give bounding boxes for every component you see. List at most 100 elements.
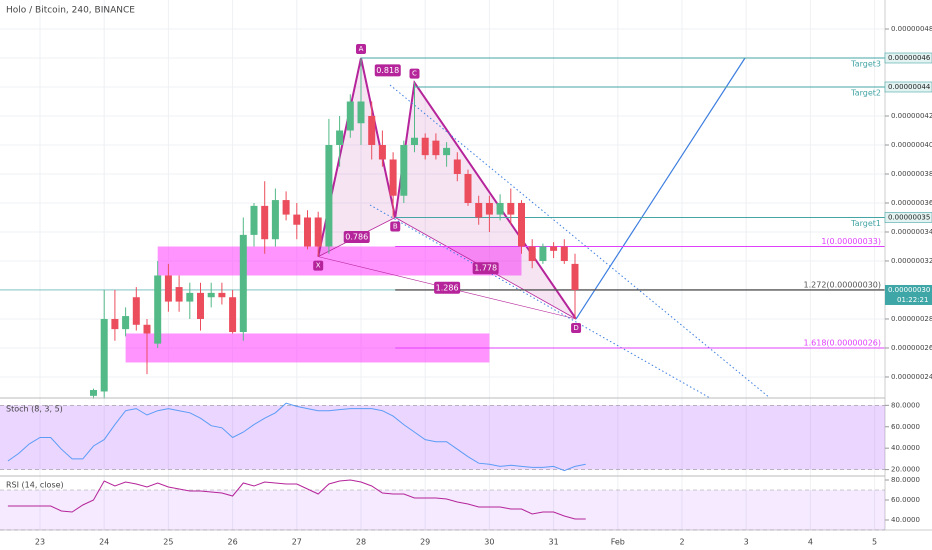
candle-body <box>346 101 354 131</box>
price-tag <box>885 284 932 295</box>
fib-label: 1.272(0.00000030) <box>804 280 882 289</box>
trend-line <box>369 204 711 399</box>
projection-line <box>575 57 746 320</box>
candle-body <box>507 202 515 215</box>
price-tag <box>884 212 932 223</box>
point-label: B <box>393 222 398 230</box>
zone <box>157 246 522 276</box>
candle-body <box>411 137 418 145</box>
target-label: Target3 <box>850 59 881 68</box>
ratio-label: 0.786 <box>345 233 368 242</box>
candle-body <box>389 159 397 196</box>
candle-body <box>293 214 301 225</box>
candle-body <box>464 173 472 203</box>
y-tick-label: 0.00000042 <box>891 112 932 120</box>
x-tick-label: 25 <box>163 538 173 547</box>
candle-body <box>164 275 172 302</box>
price-tag-label: 0.00000044 <box>888 83 931 91</box>
price-tag <box>884 81 932 93</box>
candle-body <box>143 324 151 334</box>
x-tick-label: 30 <box>484 538 494 547</box>
candle-body <box>325 144 333 247</box>
timer-label: 01:22:21 <box>897 296 928 304</box>
ratio-label: 1.778 <box>474 264 497 273</box>
y-tick-label: 80.0000 <box>891 476 920 484</box>
point-badge <box>409 68 420 79</box>
candle-body <box>571 263 579 290</box>
candle-body <box>122 316 130 330</box>
candle-body <box>186 292 194 302</box>
y-tick-label: 0.00000032 <box>891 257 932 265</box>
candle-body <box>250 205 258 235</box>
candle-body <box>90 390 97 396</box>
candle-body <box>239 234 247 333</box>
point-badge <box>356 43 366 54</box>
fib-label: 1.618(0.00000026) <box>804 338 882 347</box>
candle-body <box>539 246 547 261</box>
ratio-badge <box>434 281 461 294</box>
candle-body <box>154 275 162 344</box>
x-tick-label: 29 <box>420 538 430 547</box>
ratio-badge <box>343 231 370 244</box>
candle-body <box>421 137 429 156</box>
candle-body <box>357 101 365 124</box>
y-tick-label: 0.00000028 <box>891 315 932 323</box>
indicator-line <box>7 479 586 520</box>
candle-body <box>518 202 525 247</box>
candle-body <box>378 144 386 160</box>
candle-body <box>314 217 322 247</box>
candle-body <box>229 297 237 333</box>
x-tick-label: 28 <box>356 538 366 547</box>
y-tick-label: 0.00000034 <box>891 228 932 236</box>
target-label: Target2 <box>850 88 881 97</box>
price-tag-label: 0.00000030 <box>888 286 930 294</box>
candle-body <box>207 292 215 298</box>
x-tick-label: Feb <box>611 538 625 547</box>
y-tick-label: 40.0000 <box>891 444 920 452</box>
candle-body <box>496 202 504 215</box>
candle-body <box>197 292 204 319</box>
fib-label: 1(0.00000033) <box>821 237 881 246</box>
y-tick-label: 0.00000048 <box>891 25 932 33</box>
price-tag-label: 0.00000035 <box>888 213 930 221</box>
y-tick-label: 60.0000 <box>891 423 920 431</box>
ratio-badge <box>472 262 499 275</box>
point-label: C <box>412 70 417 78</box>
candle-body <box>550 246 558 251</box>
candle-body <box>453 159 461 174</box>
y-tick-label: 0.00000036 <box>891 199 932 207</box>
x-tick-label: 27 <box>292 538 302 547</box>
point-label: A <box>359 45 364 53</box>
x-tick-label: 23 <box>35 538 45 547</box>
candle-body <box>432 140 440 156</box>
ratio-badge <box>374 64 401 77</box>
y-tick-label: 0.00000026 <box>891 344 932 352</box>
candle-body <box>261 205 269 240</box>
x-tick-label: 26 <box>228 538 238 547</box>
pattern-fill <box>318 57 396 257</box>
x-tick-label: 4 <box>808 538 813 547</box>
point-label: X <box>316 262 321 270</box>
candle-body <box>400 144 408 196</box>
point-badge <box>390 221 401 232</box>
candle-body <box>528 246 536 261</box>
y-tick-label: 0.00000038 <box>891 170 932 178</box>
indicator-band <box>0 490 885 530</box>
y-tick-label: 40.0000 <box>891 516 920 524</box>
candle-body <box>304 217 311 247</box>
y-tick-label: 20.0000 <box>891 466 920 474</box>
candle-body <box>443 147 451 156</box>
candle-body <box>271 200 279 240</box>
candle-body <box>100 318 108 392</box>
chart-title: Holo / Bitcoin, 240, BINANCE <box>6 6 135 16</box>
indicator-title: RSI (14, close) <box>6 481 64 490</box>
x-tick-label: 24 <box>99 538 109 547</box>
candle-body <box>368 115 376 145</box>
candle-body <box>560 246 568 261</box>
candle-body <box>485 202 493 215</box>
x-tick-label: 2 <box>679 538 684 547</box>
candle-body <box>475 202 483 218</box>
point-badge <box>571 322 582 333</box>
price-tag <box>884 52 932 64</box>
